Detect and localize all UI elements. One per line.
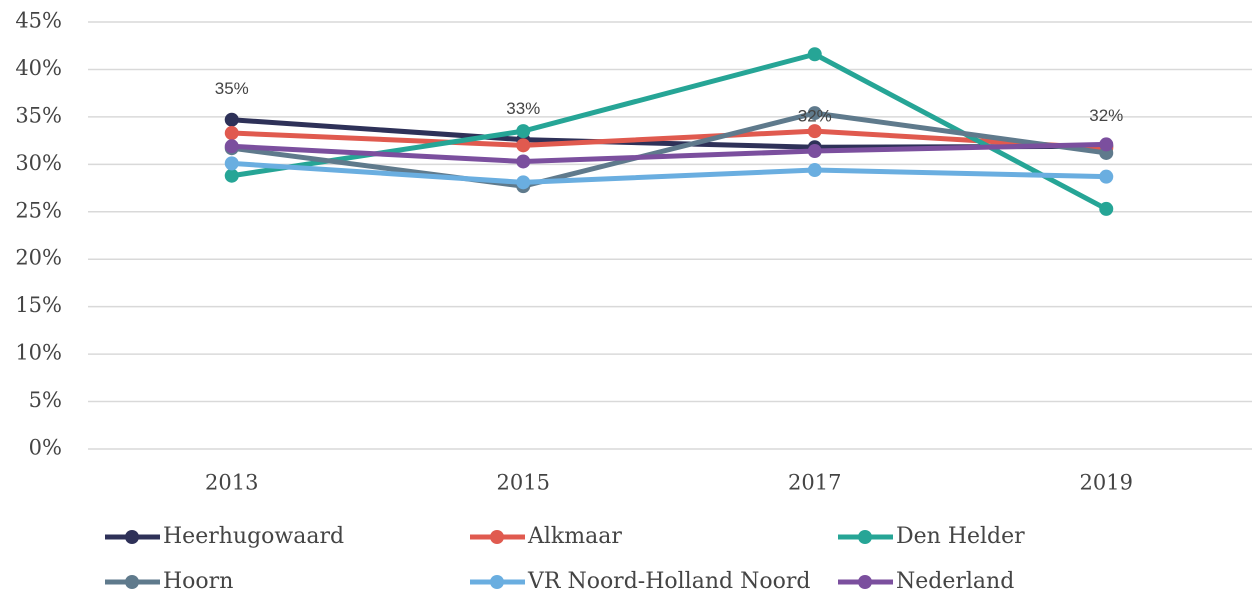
- legend-label: Hoorn: [163, 569, 233, 594]
- point: [224, 112, 239, 127]
- x-tick-label: 2019: [1080, 471, 1133, 495]
- data-label: 33%: [506, 99, 540, 118]
- data-label: 32%: [1089, 106, 1123, 125]
- line: [231, 160, 1107, 185]
- line: [231, 110, 1107, 189]
- point: [224, 168, 239, 183]
- y-tick-label: 0%: [29, 436, 62, 460]
- y-tick-label: 45%: [15, 9, 62, 33]
- point: [807, 163, 822, 178]
- legend-label: Heerhugowaard: [163, 524, 344, 549]
- point: [1099, 201, 1114, 216]
- point: [1099, 137, 1114, 152]
- line: [231, 128, 1107, 151]
- point: [516, 154, 531, 169]
- line: [231, 141, 1107, 164]
- data-label: 32%: [798, 107, 832, 126]
- legend-marker: [490, 530, 504, 544]
- y-tick-label: 20%: [15, 246, 62, 270]
- data-label: 35%: [215, 79, 249, 98]
- point: [516, 138, 531, 153]
- x-tick-label: 2013: [205, 471, 258, 495]
- legend-marker: [490, 575, 504, 589]
- line: [231, 51, 1108, 212]
- x-tick-label: 2015: [497, 471, 550, 495]
- legend-marker: [125, 575, 139, 589]
- point: [516, 175, 531, 190]
- legend-marker: [125, 530, 139, 544]
- y-tick-label: 40%: [15, 56, 62, 80]
- legend-marker: [858, 575, 872, 589]
- x-tick-label: 2017: [788, 471, 841, 495]
- y-tick-label: 10%: [15, 341, 62, 365]
- series: [224, 137, 1114, 169]
- point: [807, 47, 822, 62]
- y-tick-label: 15%: [15, 293, 62, 317]
- point: [807, 124, 822, 139]
- point: [807, 106, 822, 121]
- point: [807, 144, 822, 159]
- point: [1099, 169, 1114, 184]
- series: [224, 47, 1114, 216]
- point: [224, 139, 239, 154]
- y-tick-label: 5%: [29, 388, 62, 412]
- series: [224, 156, 1114, 190]
- point: [224, 126, 239, 141]
- legend-label: Alkmaar: [527, 524, 622, 549]
- point: [516, 124, 531, 139]
- y-tick-label: 25%: [15, 198, 62, 222]
- legend-label: Nederland: [896, 569, 1014, 594]
- legend-label: VR Noord-Holland Noord: [527, 569, 810, 594]
- point: [224, 156, 239, 171]
- y-tick-label: 30%: [15, 151, 62, 175]
- y-tick-label: 35%: [15, 103, 62, 127]
- legend-label: Den Helder: [896, 524, 1025, 549]
- legend-marker: [858, 530, 872, 544]
